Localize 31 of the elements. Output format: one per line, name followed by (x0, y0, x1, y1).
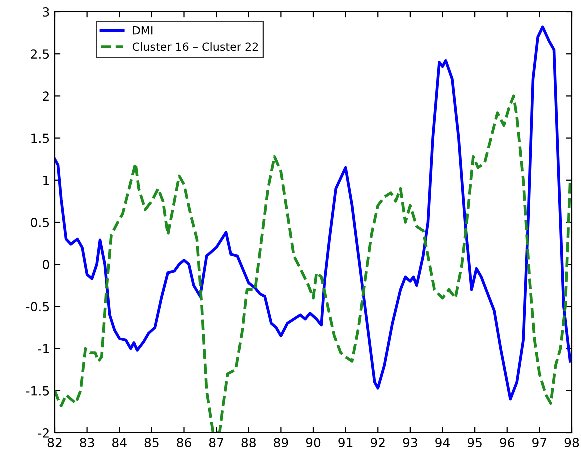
x-tick-label: 86 (177, 438, 192, 448)
y-tick-label: 1 (44, 176, 49, 186)
y-tick-label: -0.5 (26, 302, 50, 312)
y-tick-label: 3 (43, 7, 50, 17)
x-tick-label: 95 (468, 438, 482, 448)
x-tick-label: 84 (112, 438, 127, 448)
x-tick-label: 90 (306, 438, 321, 448)
line-series (55, 26, 572, 401)
x-tick-label: 92 (370, 438, 385, 448)
x-tick-label: 88 (242, 438, 256, 448)
x-tick-label: 91 (338, 438, 353, 448)
x-tick-label: 83 (80, 438, 94, 448)
legend-label: DMI (133, 26, 153, 35)
x-tick-label: 93 (403, 438, 418, 448)
x-tick-label: 82 (48, 438, 62, 448)
y-tick-label: -1 (38, 344, 49, 354)
y-tick-label: -2 (38, 428, 49, 438)
y-tick-label: -1.5 (26, 386, 50, 396)
y-tick-label: 1.5 (32, 134, 50, 144)
legend-label: Cluster 16 – Cluster 22 (132, 42, 258, 52)
y-tick-label: 2 (43, 92, 49, 101)
x-tick-label: 94 (436, 438, 450, 448)
x-tick-label: 87 (209, 438, 224, 448)
y-tick-label: 0 (43, 260, 50, 270)
x-tick-label: 89 (274, 438, 288, 448)
y-tick-label: 0.5 (31, 218, 50, 228)
x-tick-label: 96 (500, 438, 515, 448)
x-tick-label: 85 (144, 438, 159, 448)
x-tick-label: 98 (564, 438, 580, 448)
y-tick-label: 2.5 (31, 50, 50, 60)
x-tick-label: 97 (532, 438, 547, 448)
